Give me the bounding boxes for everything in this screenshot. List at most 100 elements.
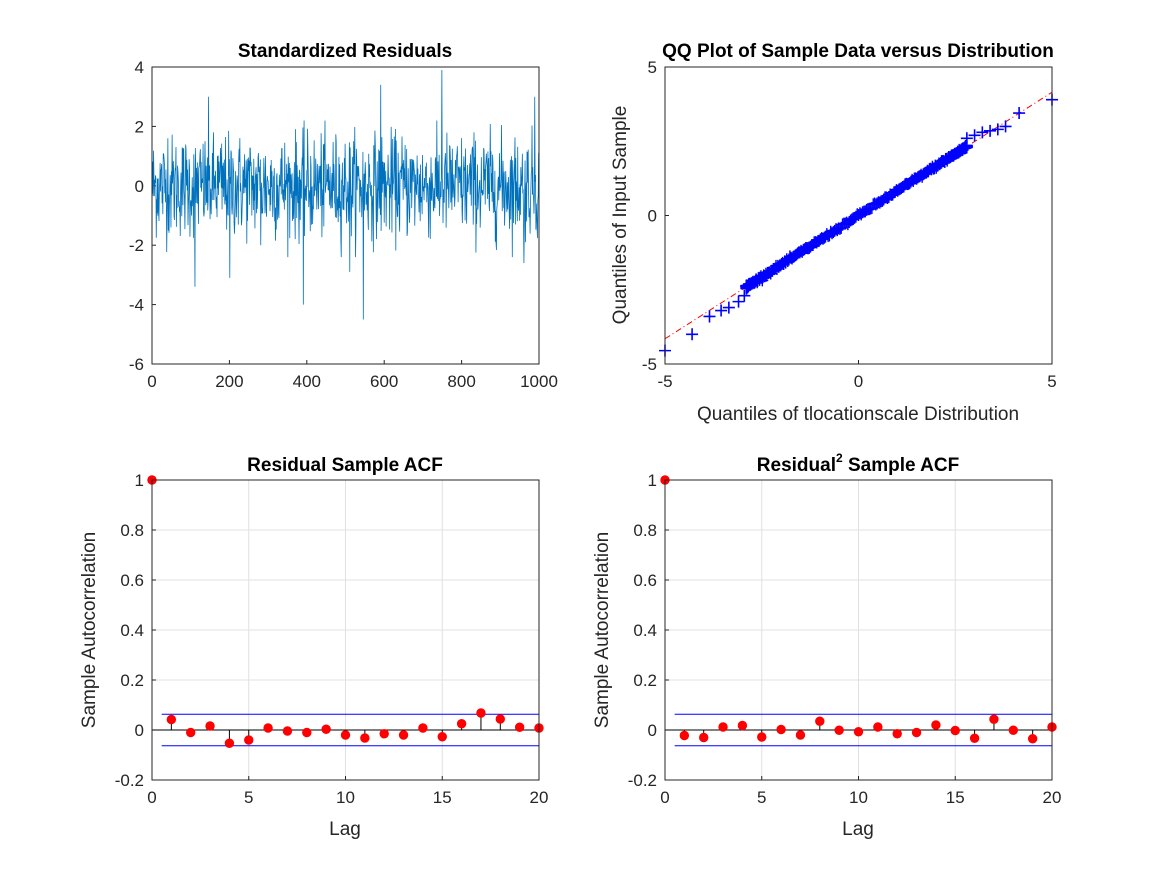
residuals-ytick-label: -4 (129, 296, 144, 315)
residuals-axes-box (152, 67, 539, 364)
acf2-stem-marker (989, 714, 999, 724)
acf-xtick-label: 20 (530, 788, 549, 807)
acf2-stem-marker (911, 727, 922, 738)
qq-point (1013, 107, 1026, 120)
acf-ytick-label: -0.2 (115, 771, 144, 790)
qq-xtick-label: 5 (1047, 372, 1056, 391)
acf-stem-marker (456, 719, 467, 729)
acf-xtick-label: 15 (433, 788, 452, 807)
qq-title: QQ Plot of Sample Data versus Distributi… (662, 41, 1054, 62)
acf2-xtick-label: 15 (946, 788, 965, 807)
acf2-xtick-label: 0 (660, 788, 669, 807)
acf2-stem-marker (1027, 734, 1038, 744)
acf-stem-marker (186, 727, 196, 738)
qq-point (968, 129, 981, 142)
acf-stem-marker (205, 721, 215, 731)
acf2-title-suffix: Sample ACF (843, 455, 960, 476)
qq-point (960, 132, 973, 145)
acf2-stem-marker (699, 732, 709, 743)
qq-axes-frame (664, 66, 1053, 365)
qq-ytick-label: 0 (648, 207, 657, 226)
qq-point (722, 301, 735, 314)
acf2-ytick-label: 0 (648, 721, 657, 740)
acf-xtick-label: 5 (244, 788, 253, 807)
acf-stem-marker (224, 738, 235, 748)
qq-point (999, 120, 1012, 133)
acf-stem-marker (514, 722, 525, 732)
qq-ytick-label: 5 (648, 58, 657, 77)
acf2-ytick-label: -0.2 (628, 771, 657, 790)
acf-stem-marker (418, 723, 428, 733)
acf-panel: Residual Sample ACF 0 5 10 15 20-0.200.20.40… (79, 455, 548, 840)
acf-stem-marker (398, 730, 409, 740)
residuals-ytick-label: 4 (135, 58, 144, 77)
acf-xtick-label: 10 (336, 788, 355, 807)
acf-stem-marker (437, 732, 447, 742)
acf2-axes-frame (664, 479, 1053, 781)
acf-stem-marker (282, 726, 293, 736)
acf2-stem-marker (757, 732, 767, 742)
acf2-xtick-label: 20 (1043, 788, 1062, 807)
acf2-ytick-label: 0.4 (633, 621, 657, 640)
residuals-series (151, 69, 540, 320)
acf-stem-marker (495, 714, 505, 724)
acf-xtick-label: 0 (147, 788, 156, 807)
qq-xlabel: Quantiles of tlocationscale Distribution (697, 404, 1019, 425)
acf-stem-marker (321, 724, 331, 734)
acf-stem-marker (340, 730, 351, 740)
acf2-stem-marker (776, 724, 786, 735)
residuals-ticks: 0 200 400 600 800 1000 -6 -4 -2 0 2 4 (129, 58, 558, 391)
acf2-title: Residual2 Sample ACF (757, 451, 959, 476)
acf-ytick-label: 0.4 (120, 621, 144, 640)
acf-stem-marker (476, 708, 486, 718)
qq-ytick-label: -5 (642, 355, 657, 374)
acf2-stem-marker (718, 722, 728, 732)
acf2-ticks: 0 5 10 15 20-0.200.20.40.60.81 (628, 471, 1062, 807)
acf-stem-marker (302, 727, 312, 738)
residuals-ytick-label: 0 (135, 177, 144, 196)
residuals-xtick-label: 200 (215, 372, 243, 391)
acf-stem-marker (263, 723, 273, 733)
residuals-xtick-label: 800 (447, 372, 475, 391)
acf2-stem-marker (679, 730, 690, 741)
acf-ticks: 0 5 10 15 20-0.200.20.40.60.81 (115, 471, 549, 807)
acf-ytick-label: 0 (135, 721, 144, 740)
qq-xtick-label: -5 (657, 372, 672, 391)
qq-ticks: -5 0 5 -5 0 5 (642, 58, 1057, 391)
acf-stem-marker (166, 714, 177, 725)
acf-ytick-label: 0.2 (120, 671, 144, 690)
qq-point (715, 304, 728, 317)
acf2-title-main: Residual (757, 455, 836, 476)
acf-stem-marker (244, 735, 254, 745)
qq-point (738, 289, 751, 302)
residuals-ytick-label: -6 (129, 355, 144, 374)
residuals-panel: Standardized Residuals 0 200 400 600 800 1000… (129, 41, 558, 391)
acf2-ylabel: Sample Autocorrelation (592, 532, 613, 728)
acf2-stem-marker (795, 730, 806, 740)
qq-reference-line (664, 91, 1053, 340)
acf2-xtick-label: 5 (757, 788, 766, 807)
acf2-ytick-label: 0.2 (633, 671, 657, 690)
qq-series (659, 91, 1058, 357)
acf-title: Residual Sample ACF (247, 455, 443, 476)
acf2-stem-marker (892, 729, 902, 739)
acf2-stem-marker (950, 725, 960, 736)
acf2-xlabel: Lag (842, 819, 874, 840)
acf2-stem-marker (931, 720, 941, 730)
residuals-xtick-label: 400 (293, 372, 321, 391)
acf2-xtick-label: 10 (849, 788, 868, 807)
qq-xtick-label: 0 (854, 372, 863, 391)
acf2-stem-marker (737, 720, 748, 731)
acf2-stem-marker (873, 722, 883, 732)
residuals-axes-frame (151, 66, 540, 365)
acf2-series (660, 475, 1057, 747)
residuals-ytick-label: -2 (129, 236, 144, 255)
residuals-title: Standardized Residuals (238, 41, 452, 62)
acf-stem-marker (360, 733, 370, 743)
acf2-title-sup: 2 (836, 451, 843, 465)
acf-ytick-label: 0.8 (120, 521, 144, 540)
acf2-stem-marker (853, 727, 864, 737)
acf-series (147, 475, 544, 748)
qq-point (703, 310, 716, 323)
